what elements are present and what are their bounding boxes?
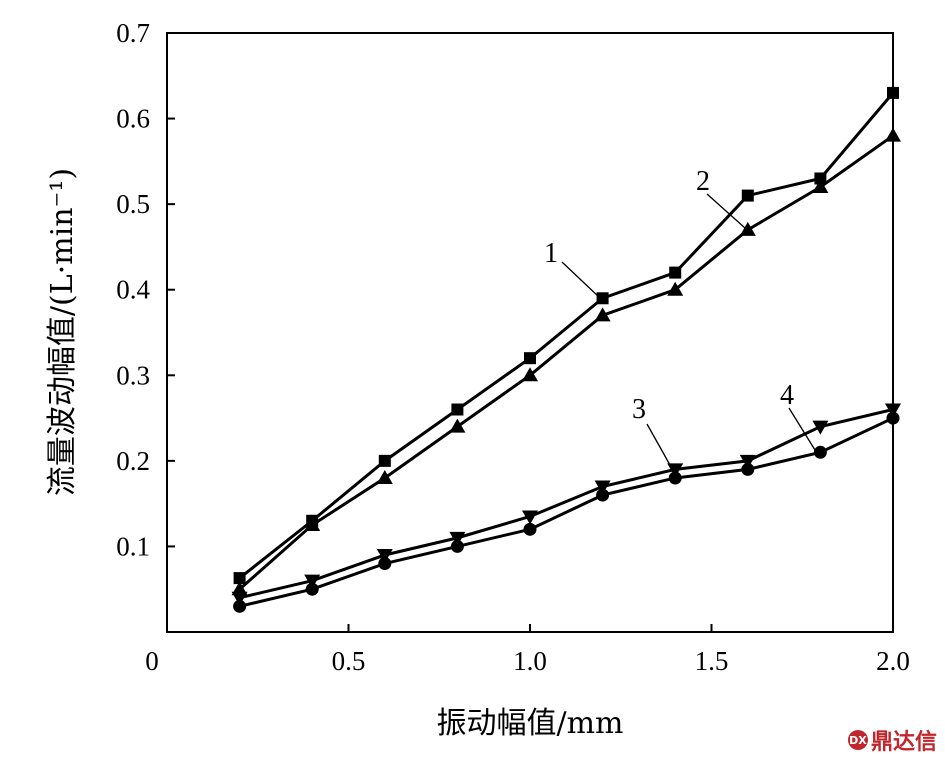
series-line-2 <box>238 134 894 591</box>
data-point-triangle-up <box>231 581 248 596</box>
data-point-circle <box>450 539 464 553</box>
x-tick-label: 2.0 <box>876 646 910 676</box>
data-point-circle <box>378 557 392 571</box>
data-point-square <box>814 172 827 185</box>
leader-line-2 <box>706 193 746 229</box>
data-point-triangle-down <box>522 510 538 525</box>
data-point-triangle-up <box>885 127 901 142</box>
data-point-triangle-up <box>376 469 393 484</box>
data-point-circle <box>233 599 247 613</box>
data-point-triangle-down <box>449 531 466 546</box>
data-point-square <box>378 454 391 467</box>
y-tick-label: 0.1 <box>116 531 150 561</box>
series-label-1: 1 <box>544 238 558 269</box>
watermark-logo-icon: DX <box>847 730 868 750</box>
x-tick-label: 1.0 <box>513 646 547 676</box>
data-point-triangle-up <box>739 221 756 236</box>
data-point-triangle-down <box>594 480 611 495</box>
data-point-square <box>233 572 246 585</box>
data-point-triangle-down <box>376 548 393 563</box>
leader-line-1 <box>561 261 601 299</box>
plot-frame <box>166 32 894 633</box>
data-point-triangle-down <box>667 463 684 478</box>
data-point-square <box>524 352 536 365</box>
series-label-2: 2 <box>696 166 710 197</box>
y-tick-label: 0.6 <box>116 104 150 134</box>
data-point-triangle-up <box>812 179 829 194</box>
x-axis-label: 振动幅值/mm <box>436 706 623 741</box>
leader-line-3 <box>646 423 671 466</box>
watermark: DX 鼎达信 <box>847 724 937 756</box>
series-line-1 <box>238 91 895 580</box>
data-point-circle <box>813 445 827 459</box>
series-label-3: 3 <box>632 394 646 425</box>
x-tick-label: 1.5 <box>695 646 729 676</box>
data-point-circle <box>668 471 682 485</box>
data-point-square <box>596 292 609 305</box>
y-tick-label: 0.3 <box>116 360 150 390</box>
data-point-square <box>741 189 754 202</box>
data-point-circle <box>886 411 900 425</box>
y-tick-label: 0.7 <box>116 18 150 48</box>
y-axis-label: 流量波动幅值/(L·min⁻¹) <box>45 168 80 496</box>
x-tick-label: 0 <box>145 646 159 676</box>
data-point-circle <box>305 582 319 596</box>
data-point-circle <box>741 462 755 476</box>
data-point-triangle-up <box>522 367 538 382</box>
data-point-triangle-down <box>231 591 248 606</box>
series-line-4 <box>239 416 894 608</box>
data-point-square <box>451 403 464 416</box>
data-point-triangle-down <box>739 454 756 469</box>
x-tick-label: 0.5 <box>332 646 366 676</box>
data-point-square <box>887 86 899 99</box>
data-point-circle <box>523 522 537 536</box>
data-point-circle <box>596 488 610 502</box>
data-point-triangle-up <box>667 281 684 296</box>
series-line-3 <box>239 408 894 600</box>
data-point-square <box>669 266 682 279</box>
data-point-triangle-up <box>594 307 611 322</box>
data-point-triangle-down <box>304 574 321 589</box>
data-point-triangle-up <box>449 418 466 433</box>
watermark-text: 鼎达信 <box>870 730 937 755</box>
leader-line-4 <box>788 407 816 451</box>
data-point-triangle-down <box>812 420 829 435</box>
data-point-triangle-up <box>304 517 321 532</box>
y-tick-label: 0.5 <box>116 189 150 219</box>
y-tick-label: 0.4 <box>116 275 150 305</box>
data-point-triangle-down <box>885 403 901 418</box>
y-tick-label: 0.2 <box>116 446 150 476</box>
series-label-4: 4 <box>780 380 794 411</box>
